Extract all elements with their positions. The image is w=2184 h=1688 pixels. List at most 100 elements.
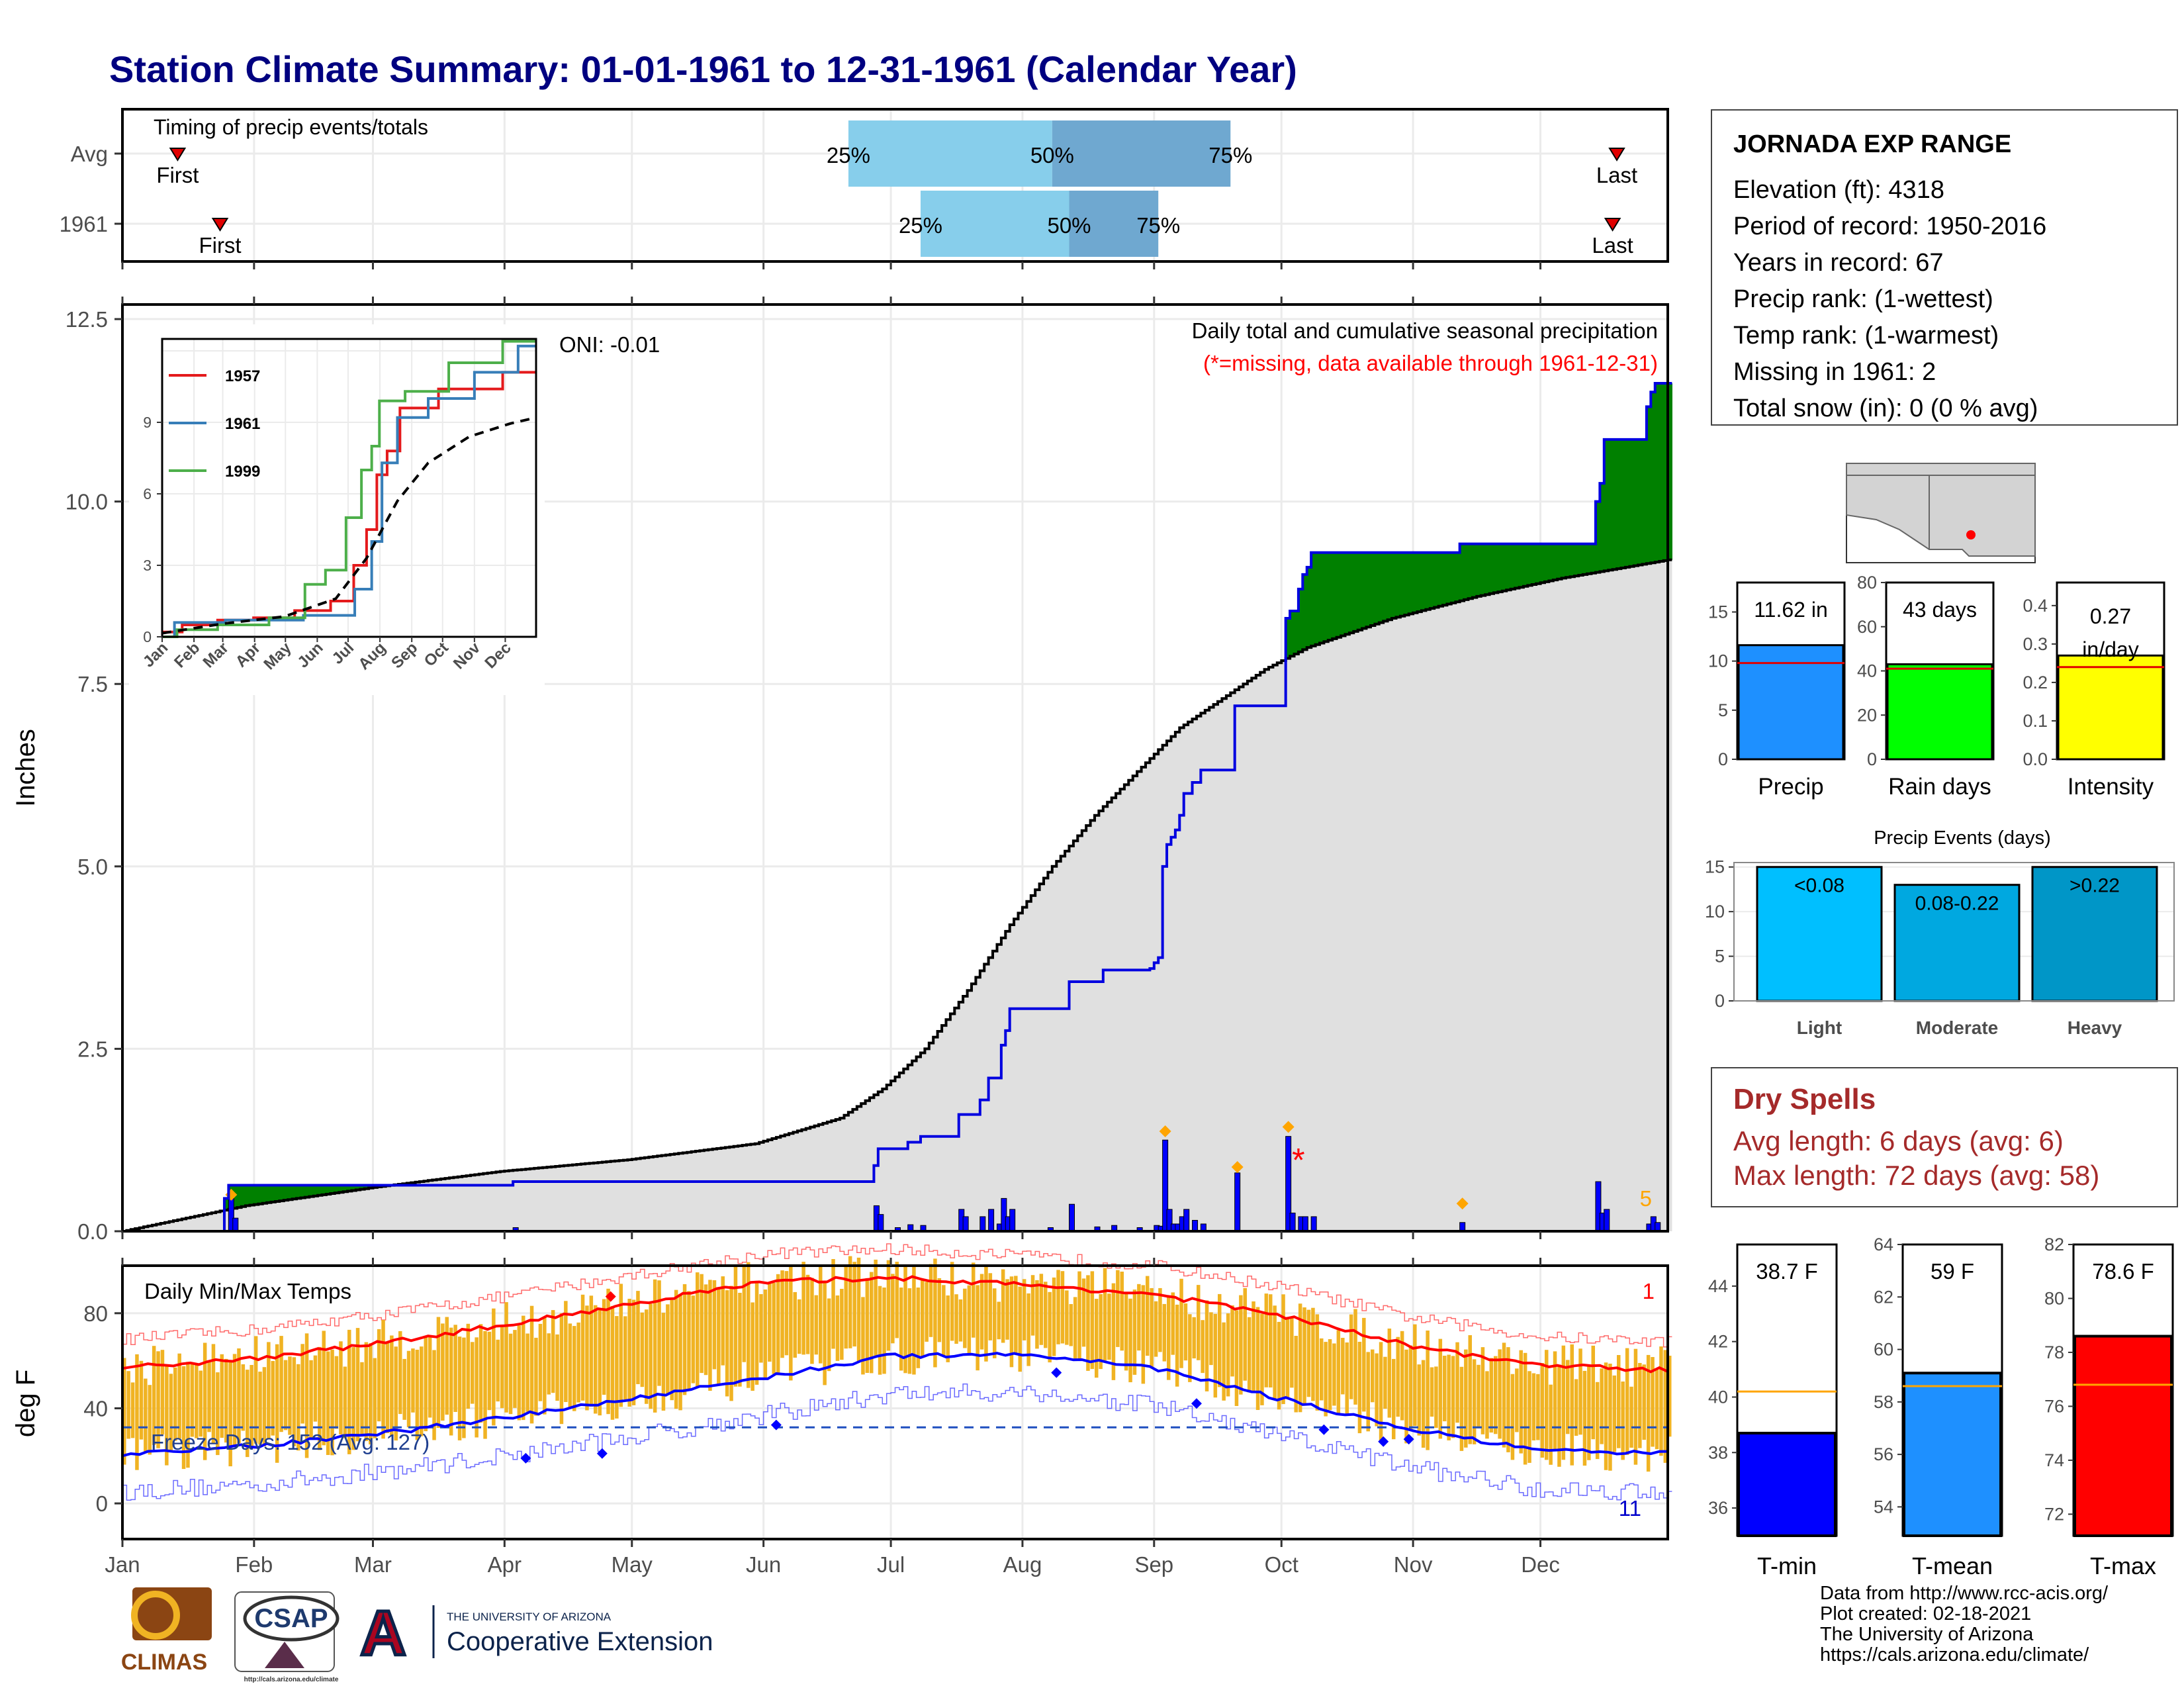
mini-tick-label: 15 <box>1708 602 1728 622</box>
surplus-area <box>1320 552 1324 643</box>
temp-y-tick-label: 80 <box>83 1301 108 1326</box>
surplus-area <box>300 1185 306 1198</box>
daily-temp-bar <box>772 1283 776 1374</box>
temp-tick-label: 56 <box>1874 1444 1893 1464</box>
daily-temp-bar <box>275 1344 279 1463</box>
daily-temp-bar <box>1162 1303 1167 1362</box>
daily-temp-bar <box>543 1317 547 1415</box>
corner-count: 5 <box>1640 1186 1652 1211</box>
mini-tick-label: 10 <box>1708 651 1728 671</box>
temp-tick-label: 80 <box>2044 1288 2064 1308</box>
surplus-area <box>1464 543 1469 600</box>
daily-temp-bar <box>827 1298 831 1372</box>
daily-precip-bar <box>878 1214 884 1232</box>
last-marker <box>1608 148 1625 162</box>
surplus-area <box>1633 439 1639 566</box>
quartile-bar-lower <box>848 120 1052 187</box>
daily-temp-bar <box>1086 1275 1090 1371</box>
surplus-area <box>1604 439 1609 571</box>
surplus-area <box>1396 552 1401 618</box>
daily-temp-bar <box>576 1322 580 1403</box>
surplus-area <box>360 1185 365 1190</box>
daily-temp-bar <box>729 1286 733 1401</box>
daily-temp-bar <box>1574 1379 1578 1436</box>
record-high-count: 1 <box>1643 1279 1655 1303</box>
daily-temp-bar <box>522 1315 525 1421</box>
daily-temp-bar <box>513 1330 517 1408</box>
daily-temp-bar <box>1459 1366 1464 1451</box>
month-label: Jan <box>105 1552 140 1577</box>
temp-value-label: 78.6 F <box>2092 1259 2154 1284</box>
surplus-area <box>1595 501 1600 573</box>
daily-temp-bar <box>988 1273 993 1340</box>
daily-temp-bar <box>1362 1317 1366 1412</box>
surplus-area <box>1408 552 1414 614</box>
daily-temp-bar <box>177 1353 181 1439</box>
surplus-area <box>1400 552 1405 616</box>
daily-temp-bar <box>674 1289 678 1409</box>
mini-tick-label: 20 <box>1857 705 1877 725</box>
daily-temp-bar <box>1353 1309 1357 1405</box>
mini-value-label: 0.27 <box>2090 604 2131 628</box>
temp-chart-label: T-mean <box>1912 1552 1993 1579</box>
daily-temp-bar <box>678 1293 682 1411</box>
event-category-label: Moderate <box>1916 1017 1998 1038</box>
p75-label: 75% <box>1208 143 1252 167</box>
missing-note: (*=missing, data available through 1961-… <box>1203 351 1658 375</box>
month-label: Oct <box>1265 1552 1298 1577</box>
surplus-area <box>1328 552 1333 641</box>
daily-temp-bar <box>250 1365 253 1448</box>
daily-temp-bar <box>1447 1354 1451 1440</box>
daily-temp-bar <box>538 1323 543 1401</box>
daily-temp-bar <box>1277 1321 1281 1410</box>
daily-temp-bar <box>1205 1300 1209 1391</box>
surplus-area <box>364 1185 369 1189</box>
precip-subtitle: Daily total and cumulative seasonal prec… <box>1192 318 1658 343</box>
daily-temp-bar <box>258 1372 262 1445</box>
daily-temp-bar <box>1341 1338 1345 1395</box>
mini-value-bar <box>1886 663 1993 761</box>
surplus-area <box>1477 543 1482 596</box>
ua-logo-box <box>357 1601 409 1659</box>
daily-temp-bar <box>1060 1271 1065 1344</box>
daily-temp-bar <box>1230 1305 1234 1377</box>
temp-tick-label: 44 <box>1708 1276 1728 1296</box>
daily-temp-bar <box>1663 1350 1668 1463</box>
csap-logo-text: CSAP <box>254 1604 328 1633</box>
surplus-area <box>1379 552 1384 623</box>
daily-temp-bar <box>390 1335 394 1436</box>
daily-temp-bar <box>1387 1329 1392 1418</box>
daily-temp-bar <box>1090 1271 1095 1370</box>
surplus-area <box>1515 543 1520 588</box>
daily-temp-bar <box>784 1271 789 1356</box>
daily-temp-bar <box>1328 1339 1332 1411</box>
daily-temp-bar <box>296 1364 300 1451</box>
daily-temp-bar <box>733 1265 738 1387</box>
surplus-area <box>1426 552 1431 610</box>
daily-temp-bar <box>1480 1347 1485 1434</box>
daily-temp-bar <box>623 1316 627 1399</box>
daily-temp-bar <box>1005 1279 1009 1340</box>
daily-temp-bar <box>1281 1294 1285 1405</box>
daily-temp-bar <box>1222 1322 1226 1401</box>
daily-precip-bar <box>1009 1209 1016 1232</box>
surplus-area <box>241 1185 246 1207</box>
daily-temp-bar <box>606 1288 610 1415</box>
daily-temp-bar <box>186 1362 190 1468</box>
first-marker <box>169 148 187 162</box>
normal-tmax-line <box>122 1275 1668 1374</box>
cumulative-1961-line <box>122 382 1672 1233</box>
climas-logo: CLIMAS <box>121 1587 212 1675</box>
daily-temp-bar <box>1659 1346 1663 1456</box>
daily-temp-bar <box>619 1284 623 1407</box>
legend-label: 1961 <box>225 415 260 433</box>
climas-logo-ring <box>131 1591 180 1640</box>
daily-temp-bar <box>1430 1367 1434 1417</box>
record-marker <box>520 1452 531 1464</box>
daily-temp-bar <box>1137 1284 1141 1351</box>
daily-temp-bar <box>475 1337 478 1438</box>
daily-temp-bar <box>1604 1362 1608 1470</box>
daily-temp-bar <box>585 1305 589 1411</box>
event-category-label: Heavy <box>2068 1017 2122 1038</box>
